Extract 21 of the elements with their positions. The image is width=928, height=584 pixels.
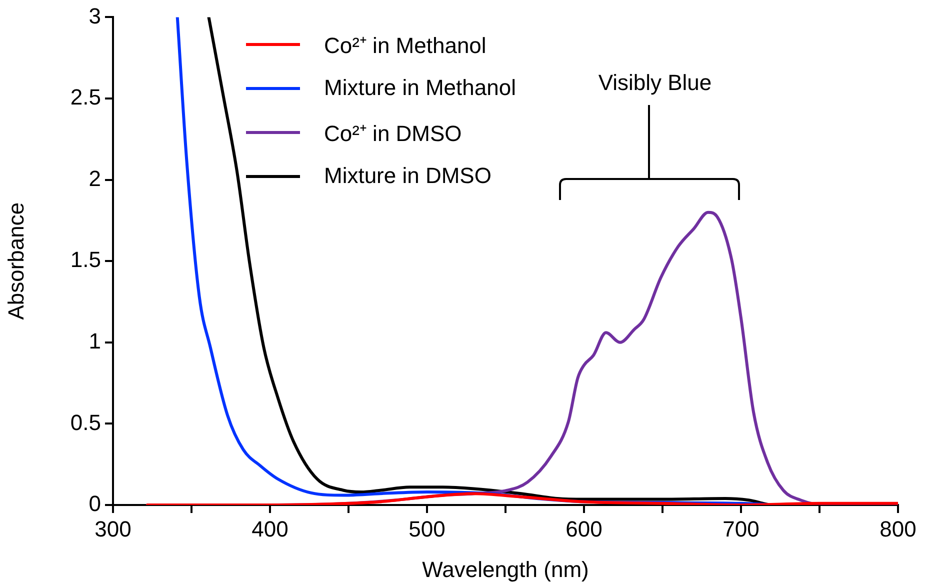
- y-tick-label: 2.5: [70, 84, 101, 110]
- annotation: Visibly Blue: [597, 70, 713, 96]
- x-tick-label: 800: [880, 516, 916, 542]
- legend-label: Mixture in DMSO: [324, 163, 492, 189]
- y-tick-label: 0.5: [70, 410, 101, 435]
- x-tick-label: 700: [722, 516, 760, 542]
- legend-label: Co²⁺ in DMSO: [324, 120, 462, 147]
- x-axis-title: Wavelength (nm): [422, 556, 589, 582]
- y-tick-label: 1: [88, 328, 101, 354]
- line-series: [146, 492, 898, 505]
- legend-label: Co²⁺ in Methanol: [324, 32, 486, 59]
- x-tick-label: 600: [566, 516, 602, 542]
- y-tick-label: 3: [88, 3, 101, 28]
- legend-label: Mixture in Methanol: [324, 75, 516, 101]
- y-tick-label: 1.5: [70, 247, 101, 272]
- y-tick-label: 0: [88, 491, 101, 516]
- y-axis-title: Absorbance: [3, 202, 28, 320]
- x-tick-label: 400: [252, 516, 288, 542]
- x-tick-label: 500: [408, 516, 446, 542]
- y-tick-label: 2: [88, 166, 101, 191]
- x-tick-label: 300: [94, 516, 132, 542]
